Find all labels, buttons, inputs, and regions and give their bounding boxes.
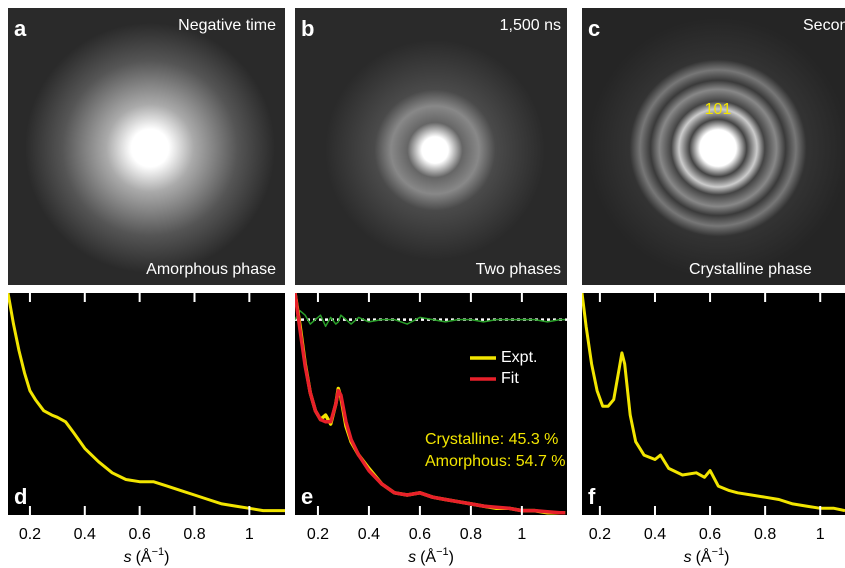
panel-letter: a	[14, 16, 27, 41]
ring-annotation: 101	[705, 101, 732, 118]
diffraction-glow	[588, 18, 845, 278]
image-top-label: Negative time	[178, 17, 276, 34]
x-label-unit: (Å	[136, 547, 152, 566]
data-line	[582, 293, 845, 513]
x-tick-label: 0.4	[74, 526, 96, 543]
panel-letter: c	[588, 16, 600, 41]
x-tick-label: 0.6	[699, 526, 721, 543]
image-panels: a Negative time Amorphous phase b 1,500 …	[8, 8, 845, 285]
diffraction-glow	[325, 40, 545, 260]
plot-background	[8, 293, 285, 515]
x-tick-label: 0.2	[19, 526, 41, 543]
panel-letter: e	[301, 484, 313, 509]
x-axis-label: s (Å−1)	[124, 546, 170, 566]
annotation: Crystalline: 45.3 %	[425, 431, 558, 448]
x-tick-label: 0.2	[589, 526, 611, 543]
x-label-unit: (Å	[420, 547, 436, 566]
panel-letter: f	[588, 484, 596, 509]
data-line	[295, 310, 566, 328]
x-tick-label: 0.6	[129, 526, 151, 543]
plot-area	[582, 293, 845, 513]
x-axis-label: s (Å−1)	[408, 546, 454, 566]
x-label-var: s	[684, 549, 692, 566]
x-label-close: )	[449, 549, 454, 566]
x-tick-label: 1	[517, 526, 526, 543]
diffraction-glow	[25, 23, 275, 273]
plot-area	[295, 293, 567, 515]
x-tick-label: 1	[816, 526, 825, 543]
x-axis-label: s (Å−1)	[684, 546, 730, 566]
legend-label: Fit	[501, 370, 519, 387]
plot-area	[8, 293, 285, 513]
x-label-unit: (Å	[696, 547, 712, 566]
x-label-close: )	[164, 549, 169, 566]
annotation: Amorphous: 54.7 %	[425, 453, 566, 470]
image-top-label: 1,500 ns	[500, 17, 561, 34]
x-tick-label: 0.4	[358, 526, 380, 543]
image-bottom-label: Crystalline phase	[689, 261, 812, 278]
x-tick-label: 0.8	[754, 526, 776, 543]
x-tick-label: 1	[245, 526, 254, 543]
data-line	[8, 293, 285, 513]
panel-letter: b	[301, 16, 314, 41]
data-line	[295, 293, 566, 515]
image-top-label: Seconds	[803, 17, 845, 34]
x-tick-label: 0.6	[409, 526, 431, 543]
panel-letter: d	[14, 484, 27, 509]
x-label-var: s	[408, 549, 416, 566]
x-label-close: )	[724, 549, 729, 566]
x-tick-label: 0.2	[307, 526, 329, 543]
x-tick-label: 0.4	[644, 526, 666, 543]
x-label-exp: −1	[436, 546, 449, 558]
x-label-exp: −1	[712, 546, 725, 558]
image-bottom-label: Two phases	[476, 261, 561, 278]
image-bottom-label: Amorphous phase	[146, 261, 276, 278]
plot-background	[582, 293, 845, 515]
x-tick-label: 0.8	[183, 526, 205, 543]
legend-label: Expt.	[501, 349, 537, 366]
x-label-var: s	[124, 549, 132, 566]
x-label-exp: −1	[152, 546, 165, 558]
x-tick-label: 0.8	[460, 526, 482, 543]
